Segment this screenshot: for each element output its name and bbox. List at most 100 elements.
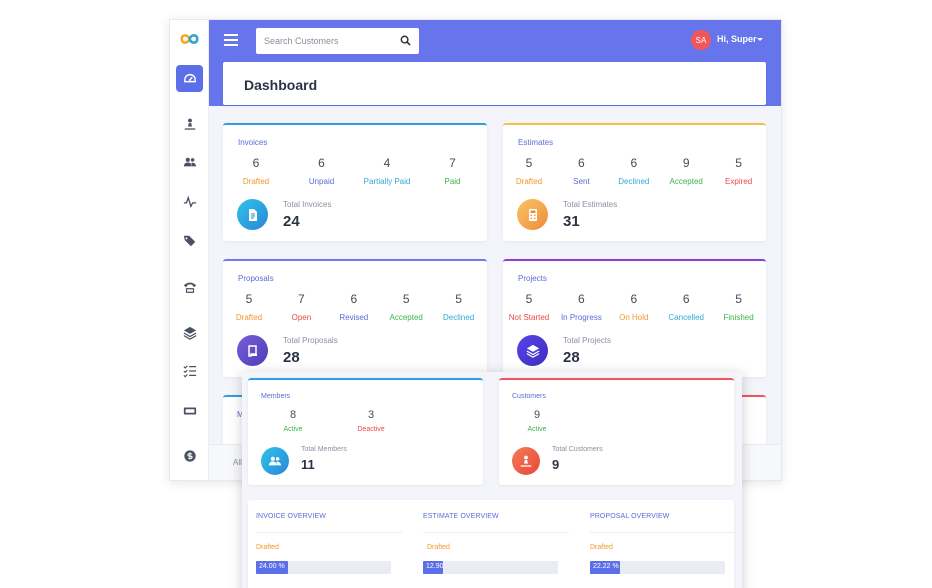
users-icon xyxy=(183,157,196,166)
stat-value: 7 xyxy=(298,292,305,306)
stat-label: Open xyxy=(291,313,312,322)
card-title[interactable]: Proposals xyxy=(238,274,274,283)
stat-item[interactable]: 5 Finished xyxy=(713,292,765,322)
sidebar-item-tickets[interactable] xyxy=(176,397,203,424)
stat-item[interactable]: 6 Sent xyxy=(555,156,607,186)
sidebar-item-tasks[interactable] xyxy=(176,357,203,384)
avatar[interactable]: SA xyxy=(691,30,711,50)
stat-item[interactable]: 3 Deactive xyxy=(338,409,404,433)
stat-label: Accepted xyxy=(669,177,703,186)
stat-value: 6 xyxy=(630,156,638,170)
card-title[interactable]: Estimates xyxy=(518,138,554,147)
stat-value: 6 xyxy=(630,292,638,306)
stat-item[interactable]: 6 Declined xyxy=(608,156,660,186)
stat-item[interactable]: 4 Partially Paid xyxy=(355,156,419,186)
total-value: 28 xyxy=(563,349,580,366)
total-label: Total Projects xyxy=(563,336,612,345)
stat-label: Paid xyxy=(444,177,461,186)
ticket-icon xyxy=(183,407,196,414)
card-title[interactable]: Projects xyxy=(518,274,547,283)
stat-item[interactable]: 6 In Progress xyxy=(555,292,607,322)
stat-value: 8 xyxy=(289,409,297,421)
stat-value: 5 xyxy=(402,292,410,306)
page-header: Dashboard xyxy=(223,62,766,105)
search-icon[interactable] xyxy=(400,35,411,46)
sidebar-item-projects[interactable] xyxy=(176,319,203,346)
progress-fill: 24.00 % xyxy=(256,561,288,574)
stat-value: 9 xyxy=(533,409,541,421)
layers-icon xyxy=(183,326,196,340)
tasks-icon xyxy=(182,364,196,377)
activity-icon xyxy=(183,194,196,208)
stat-item[interactable]: 9 Accepted xyxy=(660,156,712,186)
stat-item[interactable]: 6 On Hold xyxy=(608,292,660,322)
progress-fill: 22.22 % xyxy=(590,561,620,574)
total-label: Total Customers xyxy=(552,446,603,453)
overview-card: INVOICE OVERVIEW Drafted 24.00 % ESTIMATE O… xyxy=(248,500,736,588)
total-value: 11 xyxy=(301,457,315,472)
total-value: 28 xyxy=(283,349,300,366)
stat-item[interactable]: 8 Active xyxy=(260,409,326,433)
sidebar-item-tags[interactable] xyxy=(176,227,203,254)
stat-label: Active xyxy=(527,426,547,433)
infinity-logo-icon[interactable] xyxy=(174,30,205,48)
stat-item[interactable]: 5 Drafted xyxy=(503,156,555,186)
card-title[interactable]: Invoices xyxy=(238,138,268,147)
hamburger-menu-icon[interactable] xyxy=(224,34,238,46)
progress-track: 22.22 % xyxy=(590,561,725,574)
stat-item[interactable]: 9 Active xyxy=(504,409,570,433)
customer-total-icon-circle xyxy=(512,447,540,475)
money-icon xyxy=(183,449,196,462)
total-label: Total Members xyxy=(301,446,347,453)
stat-item[interactable]: 5 Not Started xyxy=(503,292,555,322)
stat-item[interactable]: 6 Drafted xyxy=(224,156,288,186)
stat-item[interactable]: 7 Paid xyxy=(421,156,485,186)
stat-label: Partially Paid xyxy=(363,177,411,186)
search-box xyxy=(256,28,419,54)
stat-value: 6 xyxy=(318,156,325,170)
customers-card: Customers 9 Active Total Customers 9 xyxy=(499,378,734,485)
stat-value: 6 xyxy=(350,292,358,306)
sidebar-item-users[interactable] xyxy=(176,148,203,175)
stat-label: Active xyxy=(283,426,303,433)
divider xyxy=(590,532,736,533)
calculator-icon xyxy=(528,208,537,221)
sidebar-item-calls[interactable] xyxy=(176,273,203,300)
customer-icon xyxy=(184,118,195,130)
chevron-down-icon[interactable] xyxy=(757,38,763,41)
card-title[interactable]: Customers xyxy=(512,393,546,400)
stat-item[interactable]: 5 Declined xyxy=(433,292,485,322)
stat-item[interactable]: 6 Revised xyxy=(328,292,380,322)
stat-label: In Progress xyxy=(560,313,602,322)
search-input[interactable] xyxy=(264,33,394,49)
stat-label: Drafted xyxy=(242,177,270,186)
stat-value: 6 xyxy=(578,292,585,306)
phone-icon xyxy=(183,282,196,293)
stat-item[interactable]: 5 Drafted xyxy=(223,292,275,322)
stat-value: 7 xyxy=(449,156,456,170)
stat-label: Declined xyxy=(618,177,650,186)
stat-item[interactable]: 6 Cancelled xyxy=(660,292,712,322)
sidebar-item-customers[interactable] xyxy=(176,110,203,137)
layers-icon xyxy=(526,344,539,358)
user-greeting[interactable]: Hi, Super xyxy=(717,34,757,44)
stat-item[interactable]: 5 Accepted xyxy=(380,292,432,322)
document-icon xyxy=(248,208,257,221)
stat-item[interactable]: 6 Unpaid xyxy=(290,156,354,186)
overview-status: Drafted xyxy=(590,544,613,551)
stat-item[interactable]: 5 Expired xyxy=(713,156,765,186)
sidebar-item-activity[interactable] xyxy=(176,188,203,215)
stat-item[interactable]: 7 Open xyxy=(275,292,327,322)
sidebar xyxy=(170,20,209,480)
stat-value: 5 xyxy=(525,292,533,306)
stat-value: 3 xyxy=(367,409,375,421)
progress-label: 12.90 xyxy=(426,563,444,570)
sidebar-item-payments[interactable] xyxy=(176,442,203,469)
total-value: 9 xyxy=(552,457,560,472)
card-title[interactable]: Members xyxy=(261,393,291,400)
stat-value: 5 xyxy=(735,156,742,170)
proposals-card: Proposals 5 Drafted 7 Open 6 Revised 5 Accepted… xyxy=(223,259,487,377)
sidebar-item-dashboard[interactable] xyxy=(176,65,203,92)
stat-value: 5 xyxy=(735,292,742,306)
